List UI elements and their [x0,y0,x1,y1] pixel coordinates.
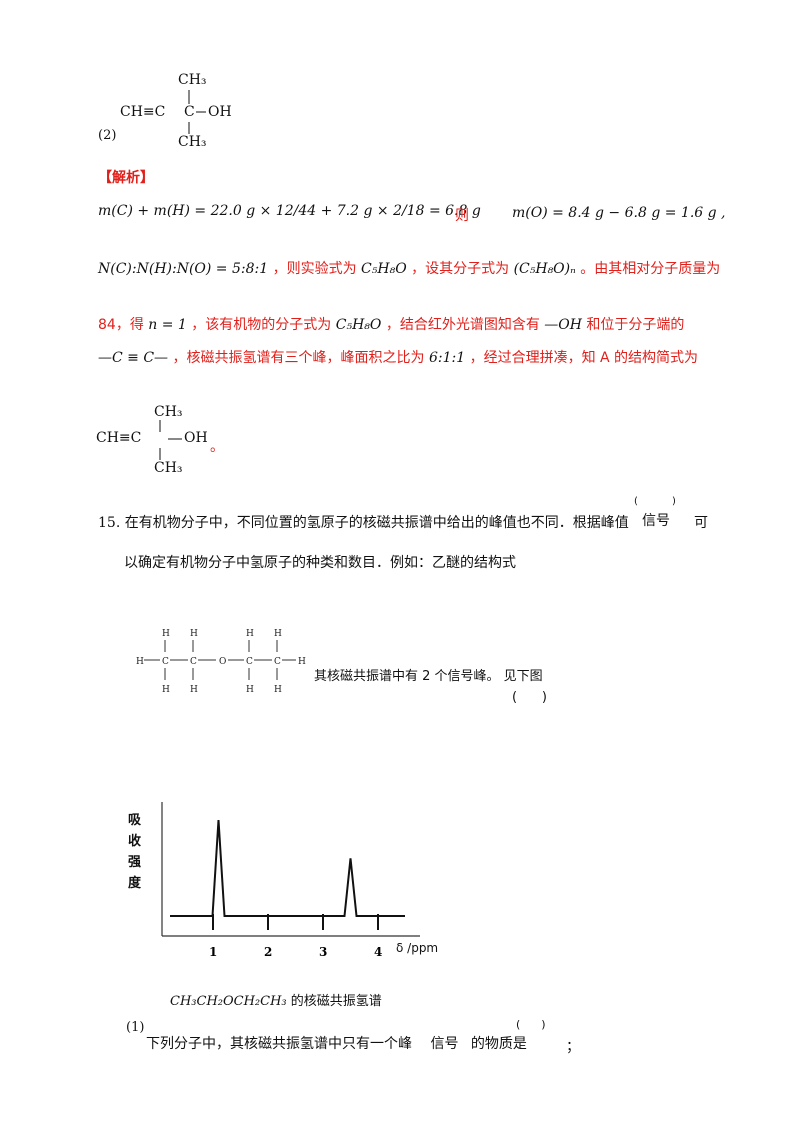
ether-atoms: H H H H H C C O C C H H H H H [136,629,306,695]
paren-close: ) [672,496,676,507]
hydroxyl-group-text: —OH [544,317,582,333]
text-ir: ，结合红外光谱图知含有 [385,317,540,333]
part2-structure: (2) CH₃ CH≡C C OH CH₃ [96,66,246,156]
chart-xlabel: δ /ppm [396,941,439,955]
c-3: C [246,657,253,667]
h-top-1: H [162,629,170,639]
caption-text: 的核磁共振氢谱 [290,994,382,1009]
methyl-bottom-2: CH₃ [154,460,183,476]
signal-word: 信号 [642,513,670,529]
nmr-chart: 吸 收 强 度 1 2 3 4 δ /ppm [120,800,438,965]
alkyne-group: CH≡C [120,104,166,120]
molecular-formula: C₅H₈O [335,317,382,333]
formula-line: 84，得 n = 1 ，该有机物的分子式为 C₅H₈O ，结合红外光谱图知含有 … [98,314,684,334]
text-structure: ，经过合理拼凑，知 A 的结构简式为 [469,350,699,366]
alkyne-group-2: CH≡C [96,430,142,446]
hydroxyl-group: OH [208,104,232,120]
q15-number: 15. [98,515,121,531]
then-word: 则 [455,208,469,224]
ke-word: 可 [694,515,708,531]
tick-label-1: 1 [209,945,217,959]
c-4: C [274,657,281,667]
ether-bonds [144,640,296,680]
molecular-formula-n: (C₅H₈O)ₙ [513,261,576,277]
analysis-header: 【解析】 [98,170,154,186]
answer-structure: CH₃ CH≡C OH 。 CH₃ [96,398,246,478]
nmr-line: —C ≡ C— ，核磁共振氢谱有三个峰，峰面积之比为 6:1:1 ，经过合理拼凑… [98,347,698,367]
ether-description: 其核磁共振谱中有 2 个信号峰。 见下图 [314,669,543,684]
h-bot-1: H [162,685,170,695]
h-top-3: H [246,629,254,639]
tick-group: 1 2 3 4 [209,914,382,959]
ylabel-char-1: 吸 [128,813,142,828]
text-nmr: ，核磁共振氢谱有三个峰，峰面积之比为 [172,350,425,366]
text-molecular: ，设其分子式为 [411,261,510,277]
empirical-formula: C₅H₈O [361,261,407,277]
subq-text-b: 的物质是 [470,1036,527,1052]
triple-bond-text: —C ≡ C— [98,350,169,366]
subq-number: (1) [126,1020,145,1035]
chart-ylabel: 吸 收 强 度 [128,810,144,894]
paren-open: ( [634,496,638,507]
text-84: 84，得 [98,317,144,333]
mass-equation: m(C) + m(H) = 22.0 g × 12/44 + 7.2 g × 2… [98,203,481,219]
ratio-line: N(C):N(H):N(O) = 5:8:1 ，则实验式为 C₅H₈O ，设其分… [98,258,720,278]
h-right: H [298,657,306,667]
subq-signal: 信号 [430,1036,459,1052]
text-empirical: ，则实验式为 [272,261,357,277]
nmr-plot: 1 2 3 4 [161,802,420,959]
methyl-bottom: CH₃ [178,134,207,150]
central-carbon: C [184,104,195,120]
h-bot-3: H [246,685,254,695]
subq-text: 下列分子中，其核磁共振氢谱中只有一个峰 信号 的物质是 [146,1033,527,1053]
c-2: C [190,657,197,667]
ylabel-char-2: 收 [128,834,142,849]
ylabel-char-4: 度 [128,876,142,891]
caption-formula: CH₃CH₂OCH₂CH₃ [170,994,287,1009]
answer-blank-2: ( ) [516,1018,546,1031]
h-top-2: H [190,629,198,639]
methyl-top: CH₃ [178,72,207,88]
tick-label-2: 2 [264,945,272,959]
text-formula: ，该有机物的分子式为 [191,317,332,333]
hydroxyl-group-2: OH [184,430,208,446]
q15-line2: 以确定有机物分子中氢原子的种类和数目．例如：乙醚的结构式 [124,555,516,571]
peak-ratio: 6:1:1 [428,350,466,366]
tick-label-4: 4 [374,945,382,959]
text-relative-mass: 。由其相对分子质量为 [580,261,721,277]
h-top-4: H [274,629,282,639]
tick-label-3: 3 [319,945,327,959]
c-1: C [162,657,169,667]
answer-blank-1: ( ) [512,690,547,705]
methyl-top-2: CH₃ [154,404,183,420]
chart-caption: CH₃CH₂OCH₂CH₃ 的核磁共振氢谱 [170,990,382,1009]
subq-text-a: 下列分子中，其核磁共振氢谱中只有一个峰 [146,1036,412,1052]
ether-structure: H H H H H C C O C C H H H H H [132,620,312,700]
text-terminal: 和位于分子端的 [586,317,685,333]
atom-ratio: N(C):N(H):N(O) = 5:8:1 [98,261,269,277]
ether-svg: H H H H H C C O C C H H H H H [136,629,306,695]
oxygen-mass-equation: m(O) = 8.4 g − 6.8 g = 1.6 g , [512,205,726,221]
h-left: H [136,657,144,667]
o-atom: O [219,657,226,667]
bond-lines [188,90,206,134]
q15-text-a: 在有机物分子中，不同位置的氢原子的核磁共振谱中给出的峰值也不同．根据峰值 [124,515,629,531]
subq-end: ； [566,1039,580,1055]
q15-line1: 15. 在有机物分子中，不同位置的氢原子的核磁共振谱中给出的峰值也不同．根据峰值 [98,512,629,532]
bond-lines-2 [159,420,182,460]
ylabel-char-3: 强 [128,855,142,870]
period-mark: 。 [210,439,224,455]
nmr-spectrum-line [170,819,405,917]
n-equals-one: n = 1 [148,317,187,333]
part2-label: (2) [98,128,117,143]
h-bot-2: H [190,685,198,695]
h-bot-4: H [274,685,282,695]
